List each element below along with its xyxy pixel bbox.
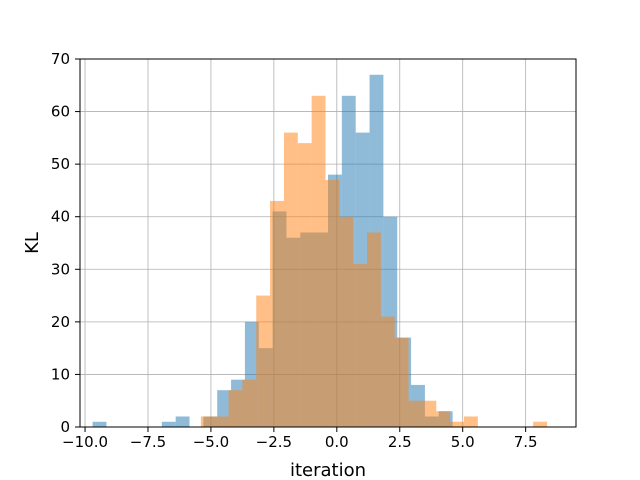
histogram-bar-series-2 [367,232,381,427]
y-axis-label: KL [22,232,43,254]
x-tick-label: −7.5 [130,433,166,451]
histogram-bar-series-2 [270,200,284,427]
histogram-bar-series-2 [311,95,326,428]
histogram-bar-series-2 [408,400,423,427]
x-tick-label: 5.0 [451,433,475,451]
histogram-bar-series-2 [228,390,243,427]
y-tick-label: 50 [51,155,70,173]
histogram-bar-series-2 [394,337,409,427]
x-axis-ticks: −10.0 −7.5 −5.0 −2.5 0.0 2.5 5.0 7.5 [62,427,538,451]
histogram-bar-series-1 [161,421,176,427]
histogram-bar-series-2 [283,132,298,427]
y-tick-label: 60 [51,103,70,121]
histogram-bar-series-2 [242,379,257,427]
histogram-bar-series-2 [380,316,395,427]
histogram-bar-series-2 [422,400,437,427]
plot-frame [79,58,577,428]
histogram-bar-series-2 [533,421,548,427]
histogram-bar-series-2 [436,411,451,427]
histogram-bars [92,74,548,428]
y-tick-label: 40 [51,208,70,226]
histogram-bar-series-2 [463,416,478,427]
y-tick-label: 70 [51,50,70,68]
histogram-bar-series-2 [200,416,215,427]
histogram-bar-series-2 [339,216,354,427]
histogram-bar-series-2 [297,143,312,427]
y-tick-label: 0 [60,418,70,436]
y-tick-label: 20 [51,313,70,331]
histogram-bar-series-1 [92,421,107,427]
y-axis-ticks: 0 10 20 30 40 50 60 70 [51,50,80,436]
x-tick-label: 2.5 [388,433,412,451]
histogram-bar-series-2 [450,421,464,427]
x-tick-label: −10.0 [62,433,108,451]
y-tick-label: 30 [51,260,70,278]
histogram-bar-series-2 [214,416,229,427]
x-tick-label: 7.5 [514,433,538,451]
histogram-bar-series-2 [256,295,271,427]
histogram-bar-series-2 [353,264,368,427]
y-tick-label: 10 [51,365,70,383]
x-axis-label: iteration [290,460,366,480]
histogram-bar-series-2 [325,179,340,427]
x-tick-label: 0.0 [325,433,349,451]
histogram-bar-series-1 [175,416,190,427]
x-tick-label: −5.0 [193,433,229,451]
x-tick-label: −2.5 [256,433,292,451]
